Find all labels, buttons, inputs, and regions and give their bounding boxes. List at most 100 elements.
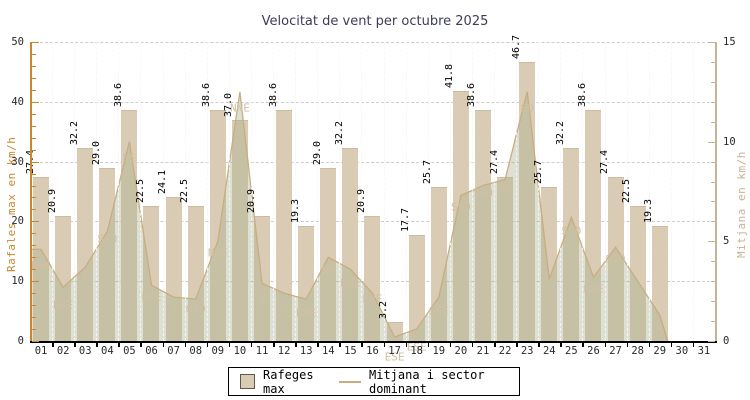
bar-value-label: 25.7 [422, 160, 434, 185]
x-axis-tick-label: 17 [388, 345, 401, 357]
left-axis [30, 42, 32, 342]
bar-value-label: 22.5 [179, 179, 191, 204]
gridline-horizontal [30, 42, 715, 43]
left-axis-tick-label: 40 [11, 95, 24, 108]
bar-value-label: 38.6 [201, 83, 213, 108]
left-axis-tick [31, 197, 36, 199]
right-axis-tick [711, 81, 715, 83]
bar-value-label: 27.4 [599, 150, 611, 175]
bar-value-label: 38.6 [267, 83, 279, 108]
left-axis-tick [31, 125, 36, 127]
bar-value-label: 37.0 [223, 92, 235, 117]
bar-rafega-max [651, 225, 668, 342]
right-axis-tick [708, 241, 715, 243]
bar-rafega-max [209, 110, 226, 342]
bar-rafega-max [298, 225, 315, 342]
bar-rafega-max [629, 206, 646, 342]
gridline-vertical-overlay [648, 42, 650, 341]
bar-value-label: 38.6 [466, 83, 478, 108]
gridline-vertical-overlay [626, 42, 628, 341]
right-axis-tick [711, 181, 715, 183]
x-axis-tick-label: 04 [101, 345, 114, 357]
gridline-vertical-overlay [427, 42, 429, 341]
sector-dominant-label: S [634, 288, 641, 302]
gridline-vertical-overlay [206, 42, 208, 341]
left-axis-tick [31, 257, 36, 259]
bar-rafega-max [563, 148, 580, 342]
x-axis-tick [494, 342, 496, 347]
bar-value-label: 46.7 [510, 34, 522, 59]
bar-rafega-max [607, 177, 624, 342]
x-axis-tick-label: 28 [631, 345, 644, 357]
bar-value-label: 19.3 [643, 198, 655, 223]
legend-bar-label: Rafeges max [263, 367, 314, 396]
sector-dominant-label: NNE [362, 292, 383, 306]
right-axis-tick [711, 321, 715, 323]
sector-dominant-label: NNE [207, 246, 228, 260]
right-axis-tick-label: 5 [723, 235, 730, 248]
sector-dominant-label: N [258, 292, 266, 306]
sector-dominant-label: NE [321, 264, 335, 278]
left-axis-tick [31, 245, 36, 247]
x-axis-tick-label: 22 [498, 345, 512, 357]
x-axis-tick [626, 342, 629, 347]
bar-rafega-max [364, 216, 381, 342]
sector-dominant-label: NE [122, 151, 137, 165]
right-axis-tick [711, 221, 715, 223]
x-axis [30, 341, 717, 343]
x-axis-tick-label: 07 [167, 345, 180, 357]
right-axis-tick [711, 161, 715, 163]
gridline-vertical-overlay [449, 42, 451, 341]
legend: Rafeges max Mitjana i sector dominant [228, 367, 520, 396]
left-axis-tick [31, 101, 39, 103]
bar-rafega-max [585, 110, 602, 342]
left-axis-tick [31, 341, 39, 342]
right-axis-tick [711, 261, 715, 263]
bar-value-label: 38.6 [112, 83, 124, 108]
left-axis-tick [31, 221, 39, 223]
sector-dominant-label: SSE [428, 304, 449, 318]
sector-dominant-label: NNE [31, 259, 51, 273]
x-axis-tick-label: 09 [211, 345, 225, 357]
right-axis-tick-label: 10 [723, 135, 736, 148]
right-axis-tick [708, 42, 715, 43]
gridline-vertical-overlay [670, 42, 672, 341]
bar-rafega-max [143, 206, 160, 342]
left-axis-tick [31, 149, 36, 151]
x-axis-tick-label: 01 [34, 345, 48, 357]
bar-value-label: 24.1 [157, 169, 169, 194]
sector-dominant-label: S [656, 320, 664, 334]
bar-value-label: 3.2 [378, 300, 390, 319]
left-axis-tick [31, 305, 36, 307]
gridline-vertical-overlay [405, 42, 407, 341]
bar-value-label: 38.6 [576, 83, 588, 108]
legend-line-swatch-icon [339, 380, 361, 383]
sector-dominant-label: NNE [296, 306, 317, 320]
x-axis-tick-label: 27 [609, 345, 622, 357]
x-axis-tick [427, 342, 430, 347]
left-axis-tick [31, 233, 36, 235]
x-axis-tick-label: 29 [653, 345, 667, 357]
right-axis-tick [711, 101, 715, 103]
gridline-vertical-overlay [494, 42, 496, 341]
left-axis-tick [31, 293, 36, 295]
x-axis-tick [604, 342, 607, 347]
left-axis-tick [31, 89, 36, 91]
x-axis-tick-label: 30 [675, 345, 689, 357]
x-axis-tick [670, 342, 673, 347]
x-axis-tick-label: 23 [520, 345, 534, 357]
gridline-vertical-overlay [228, 42, 230, 341]
bar-rafega-max [452, 91, 469, 342]
bar-rafega-max [474, 110, 491, 342]
sector-dominant-label: NNE [583, 282, 604, 296]
sector-dominant-label: OSO [185, 302, 206, 316]
bar-value-label: 32.2 [333, 121, 345, 146]
bar-rafega-max [386, 321, 403, 342]
bar-rafega-max [519, 61, 536, 342]
gridline-vertical-overlay [52, 42, 54, 341]
gridline-vertical-overlay [74, 42, 76, 341]
bar-rafega-max [77, 148, 94, 342]
bar-rafega-max [33, 177, 49, 342]
